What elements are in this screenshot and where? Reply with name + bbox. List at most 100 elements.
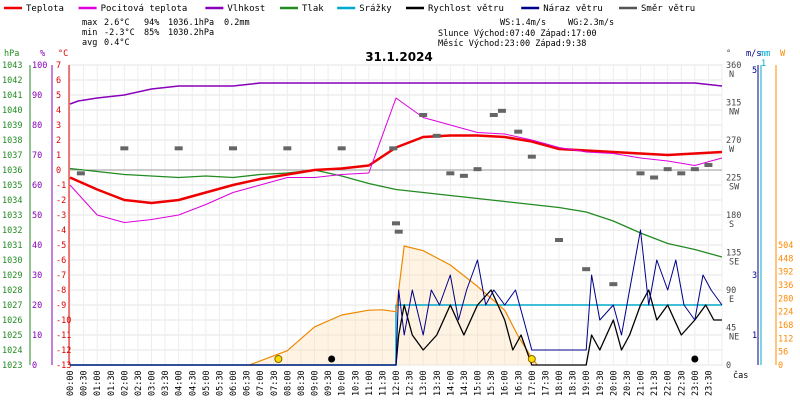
stats-max-pressure: 1036.1hPa <box>168 18 214 28</box>
series-line-0 <box>69 82 723 105</box>
wind-direction-mark-22 <box>650 175 659 180</box>
tick-temperature-13: -6 <box>56 256 66 266</box>
wind-direction-mark-13 <box>473 167 482 172</box>
axis-unit-pressure: hPa <box>4 49 19 59</box>
series-line-3 <box>69 97 723 223</box>
x-tick-27: 13:30 <box>433 370 443 396</box>
tick-pressure-17: 1026 <box>2 316 22 326</box>
x-tick-12: 06:00 <box>229 370 239 396</box>
legend-label-4: Srážky <box>359 4 392 14</box>
tick-compass-7: NE <box>729 333 739 343</box>
x-tick-29: 14:30 <box>460 370 470 396</box>
legend-label-2: Vlhkost <box>227 4 265 14</box>
sunrise-marker <box>274 355 283 363</box>
x-tick-15: 07:30 <box>270 370 280 396</box>
tick-radiation-3: 336 <box>778 281 793 291</box>
moonset-marker <box>328 355 336 363</box>
wind-direction-mark-4 <box>283 146 292 151</box>
axis-unit-wind: m/s <box>746 49 761 59</box>
wind-direction-mark-12 <box>459 173 468 178</box>
x-tick-34: 17:00 <box>528 370 538 396</box>
stats-wind-gust: WG:2.3m/s <box>568 18 614 28</box>
stats-avg-temp: 0.4°C <box>104 38 130 48</box>
stats-wind-speed: WS:1.4m/s <box>500 18 546 28</box>
x-tick-28: 14:00 <box>446 370 456 396</box>
wind-direction-mark-7 <box>392 221 400 226</box>
tick-pressure-19: 1024 <box>2 346 22 356</box>
tick-radiation-9: 0 <box>778 361 783 371</box>
tick-radiation-7: 112 <box>778 334 793 344</box>
tick-pressure-15: 1028 <box>2 286 22 296</box>
tick-pressure-1: 1042 <box>2 76 22 86</box>
x-tick-36: 18:00 <box>555 370 565 396</box>
x-tick-17: 08:30 <box>297 370 307 396</box>
tick-pressure-20: 1023 <box>2 361 22 371</box>
tick-pressure-5: 1038 <box>2 136 22 146</box>
axis-unit-temperature: °C <box>58 49 68 59</box>
x-tick-19: 09:30 <box>324 370 334 396</box>
x-tick-13: 06:30 <box>243 370 253 396</box>
tick-direction-8: 0 <box>726 361 731 371</box>
wind-direction-mark-5 <box>337 146 346 151</box>
tick-pressure-14: 1029 <box>2 271 22 281</box>
tick-radiation-4: 280 <box>778 294 793 304</box>
tick-temperature-14: -7 <box>56 271 66 281</box>
wind-direction-mark-1 <box>120 146 129 151</box>
legend-label-5: Rychlost větru <box>428 4 504 14</box>
series-line-7 <box>70 229 723 366</box>
x-axis: 00:00 00:30 01:00 01:30 02:00 02:30 03:00 03:30… <box>66 370 714 396</box>
x-tick-37: 18:30 <box>569 370 579 396</box>
tick-direction-4: 180 <box>726 211 741 221</box>
tick-compass-2: W <box>729 145 735 155</box>
x-tick-24: 12:00 <box>392 370 402 396</box>
stats-sun: Slunce Východ:07:40 Západ:17:00 <box>438 29 597 39</box>
tick-direction-1: 315 <box>726 99 741 109</box>
tick-temperature-9: -2 <box>56 196 66 206</box>
tick-pressure-13: 1030 <box>2 256 22 266</box>
tick-temperature-1: 6 <box>56 76 61 86</box>
x-tick-40: 20:00 <box>609 370 619 396</box>
tick-humidity-6: 40 <box>32 241 42 251</box>
tick-humidity-0: 100 <box>32 61 47 71</box>
tick-pressure-16: 1027 <box>2 301 22 311</box>
wind-direction-mark-11 <box>446 171 455 176</box>
tick-pressure-12: 1031 <box>2 241 22 251</box>
x-tick-46: 23:00 <box>691 370 701 396</box>
legend: Teplota Pocitová teplota Vlhkost Tlak Srážky… <box>4 4 695 14</box>
axis-unit-radiation: W <box>780 49 786 59</box>
wind-direction-mark-18 <box>555 238 563 242</box>
x-tick-7: 03:30 <box>161 370 171 396</box>
x-tick-9: 04:30 <box>188 370 198 396</box>
axis-unit-rain: mm <box>760 49 770 59</box>
wind-direction-mark-17 <box>527 154 536 159</box>
tick-pressure-2: 1041 <box>2 91 22 101</box>
tick-temperature-12: -5 <box>56 241 66 251</box>
x-tick-1: 00:30 <box>80 370 90 396</box>
x-tick-16: 08:00 <box>283 370 293 396</box>
tick-humidity-10: 0 <box>32 361 37 371</box>
tick-temperature-5: 2 <box>56 136 61 146</box>
x-tick-10: 05:00 <box>202 370 212 396</box>
x-tick-47: 23:30 <box>704 370 714 396</box>
legend-label-1: Pocitová teplota <box>101 4 188 14</box>
tick-rain-0: 1 <box>761 59 766 69</box>
stats-max-humidity: 94% <box>144 18 159 28</box>
x-tick-43: 21:30 <box>650 370 660 396</box>
stats-min-pressure: 1030.2hPa <box>168 28 214 38</box>
x-tick-38: 19:00 <box>582 370 592 396</box>
tick-compass-3: SW <box>729 183 740 193</box>
x-axis-label: čas <box>733 370 748 381</box>
tick-humidity-4: 60 <box>32 181 42 191</box>
series-radiation-area <box>249 246 538 365</box>
stats-max-temp: 2.6°C <box>104 18 130 28</box>
x-tick-42: 21:00 <box>637 370 647 396</box>
wind-direction-mark-8 <box>394 229 403 234</box>
plot-area <box>69 82 723 366</box>
tick-temperature-11: -4 <box>56 226 66 236</box>
tick-compass-4: S <box>729 220 734 230</box>
tick-temperature-7: 0 <box>56 166 61 176</box>
wind-direction-mark-23 <box>663 167 672 172</box>
tick-pressure-18: 1025 <box>2 331 22 341</box>
tick-temperature-6: 1 <box>56 151 61 161</box>
